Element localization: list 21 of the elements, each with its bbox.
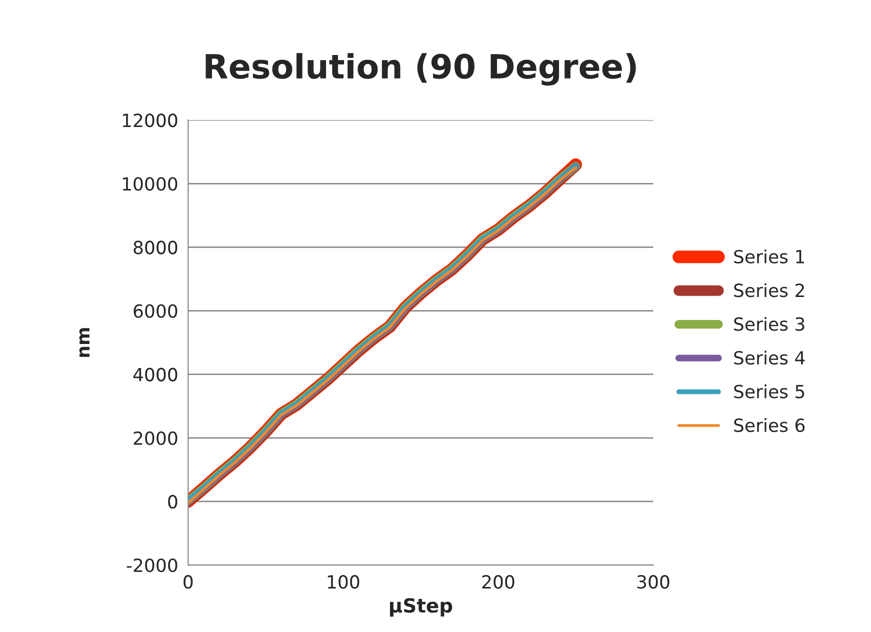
y-axis-title: nm bbox=[79, 328, 90, 357]
y-tick-label: 4000 bbox=[133, 368, 178, 382]
legend-label: Series 3 bbox=[734, 316, 804, 331]
legend-label: Series 4 bbox=[734, 350, 805, 365]
legend-label: Series 1 bbox=[734, 249, 804, 264]
x-tick-label: 300 bbox=[637, 575, 670, 589]
x-tick-label: 0 bbox=[184, 575, 193, 589]
x-tick-label: 200 bbox=[482, 575, 514, 589]
chart-title: Resolution (90 Degree) bbox=[206, 53, 636, 86]
legend-label: Series 6 bbox=[734, 418, 805, 432]
y-tick-label: 6000 bbox=[134, 304, 178, 318]
y-tick-label: 2000 bbox=[134, 431, 178, 445]
x-axis-title: μStep bbox=[390, 598, 452, 617]
y-tick-label: 0 bbox=[168, 494, 178, 509]
y-tick-label: -2000 bbox=[126, 558, 178, 572]
y-tick-label: 10000 bbox=[122, 177, 178, 191]
legend-label: Series 2 bbox=[734, 283, 804, 298]
x-tick-label: 100 bbox=[328, 575, 360, 589]
y-tick-label: 8000 bbox=[134, 240, 178, 254]
legend-label: Series 5 bbox=[734, 384, 804, 398]
y-tick-label: 12000 bbox=[122, 114, 178, 128]
